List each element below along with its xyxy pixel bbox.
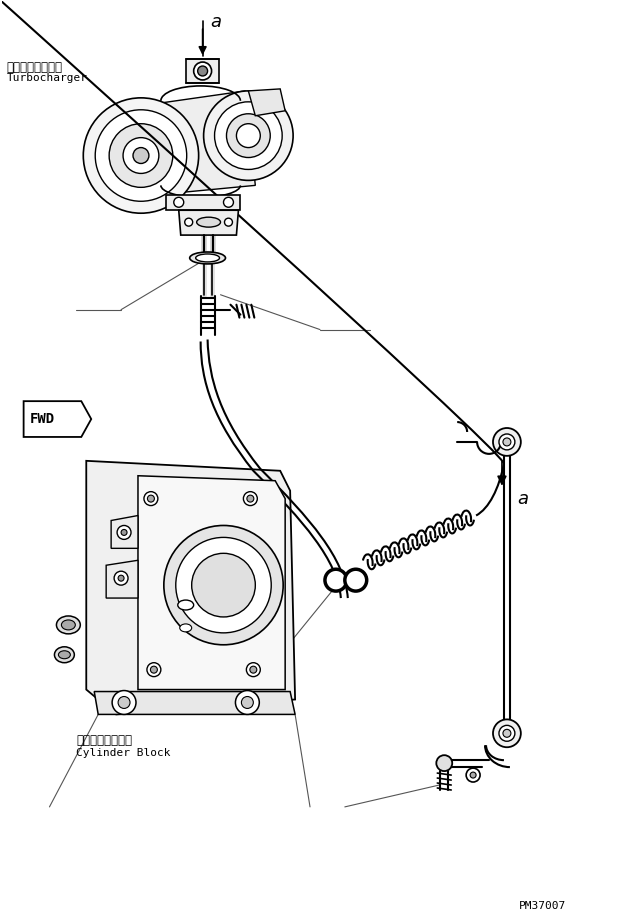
Text: a: a [211,14,221,31]
Circle shape [118,696,130,708]
Circle shape [83,98,199,213]
Circle shape [466,768,480,782]
Circle shape [123,137,159,174]
Circle shape [236,124,260,147]
Circle shape [95,110,187,201]
Circle shape [503,438,511,446]
Ellipse shape [190,252,226,264]
Polygon shape [94,692,295,715]
Circle shape [174,198,184,207]
Ellipse shape [178,600,194,610]
Circle shape [493,428,521,456]
Circle shape [112,691,136,715]
Circle shape [241,696,253,708]
Text: Turbocharger: Turbocharger [7,73,88,83]
Circle shape [246,662,260,676]
Circle shape [192,554,255,617]
Circle shape [118,576,124,581]
Polygon shape [138,476,285,690]
Circle shape [503,729,511,737]
Ellipse shape [58,651,70,659]
Circle shape [194,62,211,80]
Circle shape [150,666,157,673]
Polygon shape [87,461,295,715]
Circle shape [325,569,347,591]
Circle shape [436,755,452,771]
Circle shape [164,525,283,645]
Ellipse shape [197,217,221,227]
Circle shape [121,530,127,535]
Ellipse shape [180,624,192,632]
Text: FWD: FWD [29,412,55,426]
Circle shape [223,198,233,207]
Polygon shape [179,210,238,235]
Polygon shape [141,91,255,195]
Polygon shape [111,515,138,548]
Circle shape [176,537,271,633]
Circle shape [214,102,282,169]
Circle shape [224,218,233,226]
Text: a: a [517,490,528,508]
Circle shape [226,113,270,157]
Circle shape [109,124,173,188]
Text: ターボチャージャ: ターボチャージャ [7,61,63,74]
Polygon shape [186,59,219,83]
Text: シリンダブロック: シリンダブロック [76,735,132,748]
Circle shape [114,571,128,585]
Ellipse shape [55,647,75,662]
Polygon shape [106,560,138,598]
Ellipse shape [61,620,75,630]
Circle shape [235,691,260,715]
Polygon shape [166,195,240,210]
Circle shape [247,495,254,502]
Ellipse shape [56,616,80,634]
Circle shape [147,495,154,502]
Circle shape [185,218,192,226]
Circle shape [204,91,293,180]
Polygon shape [248,89,285,116]
Ellipse shape [196,254,219,262]
Text: PM37007: PM37007 [519,901,566,911]
Circle shape [117,525,131,539]
Circle shape [243,491,257,506]
Circle shape [144,491,158,506]
Circle shape [147,662,161,676]
Circle shape [250,666,257,673]
Text: Cylinder Block: Cylinder Block [76,748,171,759]
Circle shape [493,719,521,748]
Circle shape [198,66,208,76]
Circle shape [499,434,515,450]
Polygon shape [24,401,92,437]
Circle shape [470,772,476,778]
Circle shape [499,726,515,741]
Circle shape [345,569,367,591]
Circle shape [133,147,149,164]
